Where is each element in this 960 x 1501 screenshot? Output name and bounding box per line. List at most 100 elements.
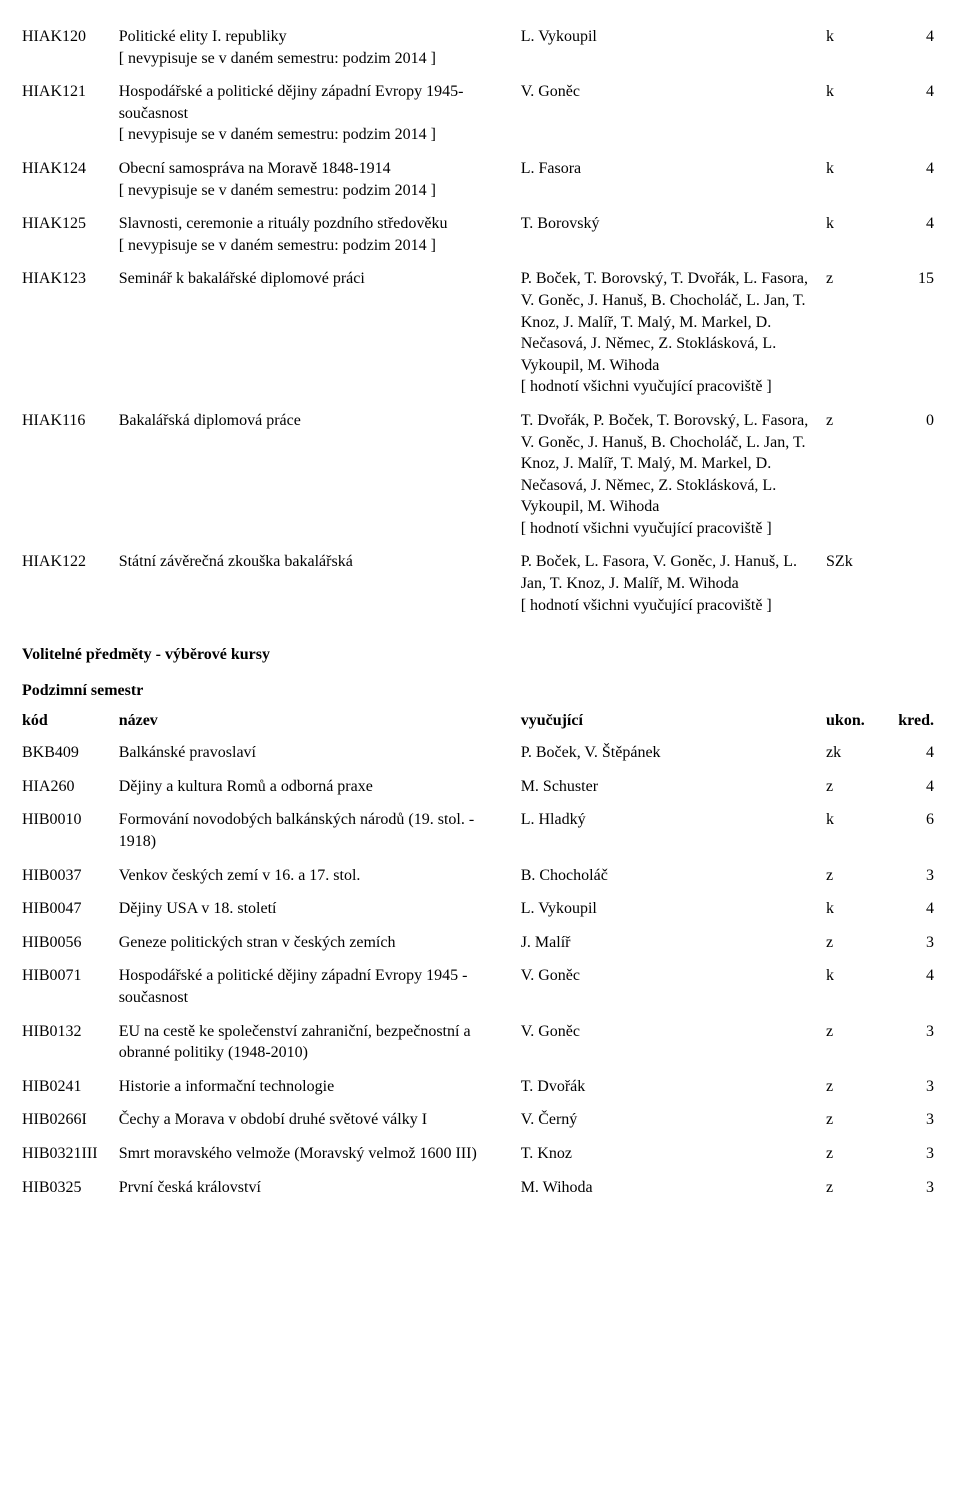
course-name: Seminář k bakalářské diplomové práci [119,262,521,404]
course-name: Geneze politických stran v českých zemíc… [119,926,521,960]
table-row: HIAK125Slavnosti, ceremonie a rituály po… [22,207,938,262]
course-teacher: P. Boček, L. Fasora, V. Goněc, J. Hanuš,… [521,545,826,622]
course-code: BKB409 [22,736,119,770]
course-ukon: z [826,1070,882,1104]
course-code: HIB0071 [22,959,119,1014]
course-teacher: V. Goněc [521,1015,826,1070]
course-code: HIA260 [22,770,119,804]
teacher-text: P. Boček, L. Fasora, V. Goněc, J. Hanuš,… [521,553,797,592]
course-name: Formování novodobých balkánských národů … [119,803,521,858]
course-ukon: z [826,859,882,893]
course-name: Čechy a Morava v období druhé světové vá… [119,1103,521,1137]
course-code: HIB0047 [22,892,119,926]
course-code: HIAK124 [22,152,119,207]
teacher-text: L. Vykoupil [521,28,597,45]
course-teacher: M. Schuster [521,770,826,804]
course-name-text: Bakalářská diplomová práce [119,412,301,429]
course-ukon: z [826,1171,882,1205]
course-ukon: z [826,1015,882,1070]
course-teacher: L. Vykoupil [521,20,826,75]
table-row: HIB0071Hospodářské a politické dějiny zá… [22,959,938,1014]
course-teacher: P. Boček, T. Borovský, T. Dvořák, L. Fas… [521,262,826,404]
course-code: HIB0037 [22,859,119,893]
table-row: HIA260Dějiny a kultura Romů a odborná pr… [22,770,938,804]
table-row: BKB409Balkánské pravoslavíP. Boček, V. Š… [22,736,938,770]
course-note: [ nevypisuje se v daném semestru: podzim… [119,180,503,202]
course-ukon: k [826,959,882,1014]
course-name: Bakalářská diplomová práce [119,404,521,546]
course-note: [ nevypisuje se v daném semestru: podzim… [119,124,503,146]
course-table-1: HIAK120Politické elity I. republiky [ nev… [22,20,938,622]
course-teacher: V. Goněc [521,75,826,152]
teacher-note: [ hodnotí všichni vyučující pracoviště ] [521,376,816,398]
course-teacher: T. Dvořák [521,1070,826,1104]
course-kred: 4 [882,736,938,770]
course-kred: 15 [882,262,938,404]
course-code: HIAK121 [22,75,119,152]
teacher-text: T. Dvořák, P. Boček, T. Borovský, L. Fas… [521,412,809,515]
course-name-text: Politické elity I. republiky [119,28,287,45]
course-name: Hospodářské a politické dějiny západní E… [119,959,521,1014]
course-name: Dějiny USA v 18. století [119,892,521,926]
course-name-text: Slavnosti, ceremonie a rituály pozdního … [119,215,448,232]
course-kred: 3 [882,1171,938,1205]
course-note: [ nevypisuje se v daném semestru: podzim… [119,235,503,257]
course-name: Hospodářské a politické dějiny západní E… [119,75,521,152]
course-code: HIB0056 [22,926,119,960]
course-ukon: k [826,75,882,152]
course-code: HIAK120 [22,20,119,75]
course-teacher: T. Dvořák, P. Boček, T. Borovský, L. Fas… [521,404,826,546]
table-row: HIB0325První česká královstvíM. Wihodaz3 [22,1171,938,1205]
course-kred: 3 [882,1070,938,1104]
course-kred: 3 [882,1103,938,1137]
course-ukon: k [826,20,882,75]
course-code: HIAK122 [22,545,119,622]
course-name: První česká království [119,1171,521,1205]
section-heading-optional: Volitelné předměty - výběrové kursy [22,646,938,664]
header-name: název [119,706,521,736]
course-note: [ nevypisuje se v daném semestru: podzim… [119,48,503,70]
table-row: HIAK120Politické elity I. republiky [ nev… [22,20,938,75]
course-name: Historie a informační technologie [119,1070,521,1104]
table-row: HIB0056Geneze politických stran v českýc… [22,926,938,960]
table-row: HIAK122Státní závěrečná zkouška bakalářs… [22,545,938,622]
course-teacher: L. Vykoupil [521,892,826,926]
course-ukon: z [826,1103,882,1137]
course-name: Balkánské pravoslaví [119,736,521,770]
table-row: HIB0047Dějiny USA v 18. stoletíL. Vykoup… [22,892,938,926]
header-ukon: ukon. [826,706,882,736]
course-kred: 4 [882,152,938,207]
course-ukon: SZk [826,545,882,622]
course-ukon: zk [826,736,882,770]
teacher-text: P. Boček, T. Borovský, T. Dvořák, L. Fas… [521,270,808,373]
header-code: kód [22,706,119,736]
course-code: HIB0241 [22,1070,119,1104]
course-ukon: z [826,926,882,960]
course-teacher: T. Borovský [521,207,826,262]
course-kred: 3 [882,1015,938,1070]
table-row: HIAK116Bakalářská diplomová práce T. Dvoř… [22,404,938,546]
table-row: HIB0037Venkov českých zemí v 16. a 17. s… [22,859,938,893]
table-row: HIB0010Formování novodobých balkánských … [22,803,938,858]
course-code: HIB0321III [22,1137,119,1171]
course-code: HIB0010 [22,803,119,858]
course-ukon: k [826,803,882,858]
teacher-note: [ hodnotí všichni vyučující pracoviště ] [521,518,816,540]
course-teacher: B. Chocholáč [521,859,826,893]
course-kred: 4 [882,75,938,152]
course-ukon: k [826,207,882,262]
course-teacher: P. Boček, V. Štěpánek [521,736,826,770]
course-kred: 4 [882,20,938,75]
course-teacher: L. Hladký [521,803,826,858]
course-teacher: M. Wihoda [521,1171,826,1205]
course-teacher: J. Malíř [521,926,826,960]
course-name: Dějiny a kultura Romů a odborná praxe [119,770,521,804]
course-ukon: z [826,262,882,404]
course-kred: 0 [882,404,938,546]
table-row: HIB0321IIISmrt moravského velmože (Morav… [22,1137,938,1171]
course-code: HIAK116 [22,404,119,546]
course-code: HIAK125 [22,207,119,262]
course-kred: 3 [882,926,938,960]
course-kred [882,545,938,622]
course-kred: 4 [882,959,938,1014]
